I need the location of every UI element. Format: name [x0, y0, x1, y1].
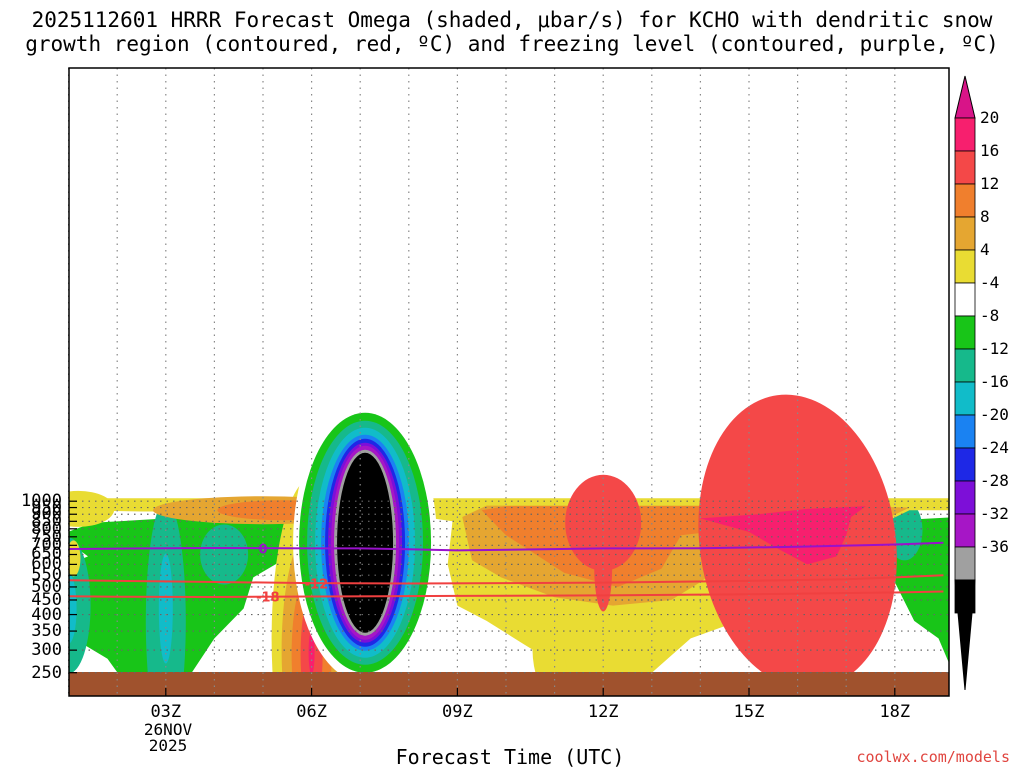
colorbar-swatch-6	[954, 315, 976, 350]
x-tick-label: 06Z	[296, 702, 327, 722]
y-tick-label: 450	[31, 589, 62, 610]
omega-region-cyan-west	[69, 573, 77, 644]
colorbar-label: -28	[980, 471, 1009, 490]
omega-region-yellow-sw	[69, 490, 115, 527]
y-tick-label: 500	[31, 576, 62, 597]
y-tick-label: 800	[31, 518, 62, 539]
y-tick-label: 300	[31, 640, 62, 661]
omega-region-teal-low	[200, 524, 249, 585]
colorbar-swatch-2	[954, 183, 976, 218]
colorbar-label: 20	[980, 108, 1000, 127]
colorbar-swatch-0	[954, 117, 976, 152]
colorbar-label: 12	[980, 174, 1000, 193]
x-tick-label: 12Z	[587, 702, 619, 722]
y-tick-label: 700	[31, 535, 62, 556]
colorbar-swatch-5	[954, 282, 976, 317]
date-label-day: 26NOV	[143, 720, 193, 739]
contour-line-0	[69, 590, 944, 599]
colorbar-swatch-8	[954, 381, 976, 416]
colorbar-swatch-3	[954, 216, 976, 251]
x-axis-title: Forecast Time (UTC)	[395, 745, 625, 769]
colorbar-swatch-1	[954, 150, 976, 185]
x-tick-label: 15Z	[733, 702, 765, 722]
colorbar-top-arrow	[954, 75, 976, 119]
omega-region-red-low	[565, 474, 642, 571]
chart-title-line1: 2025112601 HRRR Forecast Omega (shaded, …	[31, 8, 993, 32]
omega-core-ring-9	[337, 452, 394, 633]
colorbar-swatch-12	[954, 513, 976, 548]
colorbar-label: -24	[980, 438, 1009, 457]
colorbar-swatch-13	[954, 546, 976, 581]
colorbar-label: -8	[980, 306, 1000, 325]
date-label-year: 2025	[148, 736, 188, 755]
colorbar-label: 8	[980, 207, 990, 226]
colorbar-swatch-9	[954, 414, 976, 449]
contour-line-1	[69, 574, 944, 585]
y-tick-label: 350	[31, 621, 62, 642]
omega-region-magenta-upper	[308, 630, 315, 675]
colorbar-label: -4	[980, 273, 1000, 292]
colorbar-label: -16	[980, 372, 1009, 391]
colorbar-swatch-7	[954, 348, 976, 383]
y-tick-label: 750	[31, 526, 62, 547]
colorbar-bottom-arrow	[954, 579, 976, 691]
y-tick-label: 1000	[21, 491, 62, 512]
chart-title-line2: growth region (contoured, red, ºC) and f…	[25, 32, 999, 56]
colorbar-label: -32	[980, 504, 1009, 523]
y-tick-label: 400	[31, 604, 62, 625]
y-tick-label: 600	[31, 554, 62, 575]
contour-label-2: 0	[258, 542, 267, 557]
y-tick-label: 550	[31, 565, 62, 586]
colorbar-label: -36	[980, 537, 1009, 556]
x-tick-label: 18Z	[879, 702, 911, 722]
x-tick-label: 09Z	[442, 702, 473, 722]
credit-link[interactable]: coolwx.com/models	[856, 748, 1010, 766]
contour-label-1: -12	[305, 578, 329, 593]
colorbar-label: -12	[980, 339, 1009, 358]
y-tick-label: 850	[31, 511, 62, 532]
colorbar-swatch-4	[954, 249, 976, 284]
y-tick-label: 250	[31, 662, 62, 683]
colorbar-label: 4	[980, 240, 990, 259]
colorbar-swatch-11	[954, 480, 976, 515]
contour-label-0: -18	[256, 590, 280, 605]
plot-frame	[68, 67, 950, 697]
ground-band	[69, 672, 949, 696]
contour-line-2	[69, 541, 944, 552]
colorbar-swatch-10	[954, 447, 976, 482]
y-tick-label: 650	[31, 544, 62, 565]
x-tick-label: 03Z	[150, 702, 182, 722]
y-tick-label: 900	[31, 504, 62, 525]
colorbar-label: 16	[980, 141, 1000, 160]
y-tick-label: 950	[31, 497, 62, 518]
colorbar-label: -20	[980, 405, 1009, 424]
